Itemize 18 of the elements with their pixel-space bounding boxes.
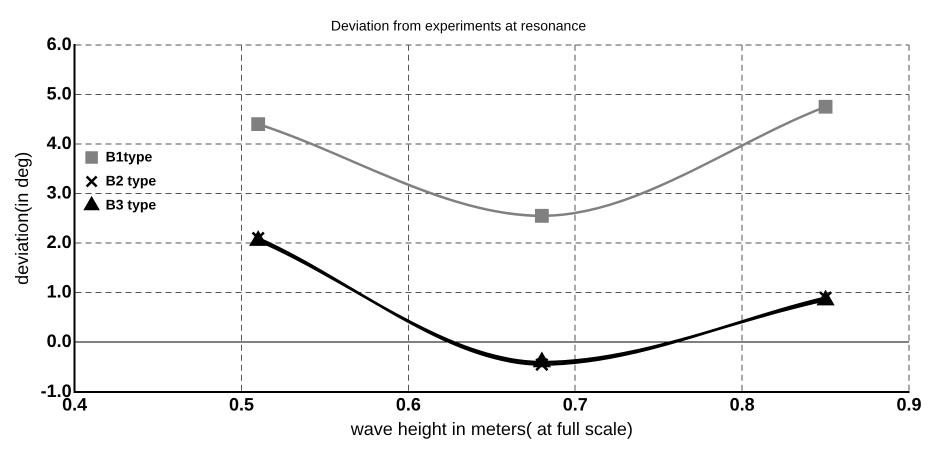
y-tick-label: 2.0 [46, 232, 72, 252]
legend-label: B3 type [106, 196, 156, 212]
x-tick-label: 0.8 [730, 394, 755, 415]
x-tick-label: 0.6 [396, 394, 421, 415]
x-tick-label: 0.9 [896, 394, 922, 415]
x-tick-label: 0.7 [562, 394, 588, 415]
x-axis-title: wave height in meters( at full scale) [350, 419, 633, 440]
y-tick-label: 0.0 [46, 331, 72, 352]
chart-title: Deviation from experiments at resonance [330, 17, 586, 34]
legend-label: B1type [106, 148, 153, 164]
y-tick-label: 5.0 [46, 83, 72, 104]
y-axis-title: deviation(in deg) [12, 152, 32, 285]
y-tick-label: 4.0 [46, 132, 72, 153]
legend-label: B2 type [106, 172, 156, 188]
x-tick-label: 0.5 [228, 394, 254, 415]
y-tick-label: 3.0 [46, 182, 72, 202]
y-tick-label: 6.0 [46, 34, 72, 54]
y-tick-label: 1.0 [46, 282, 72, 302]
